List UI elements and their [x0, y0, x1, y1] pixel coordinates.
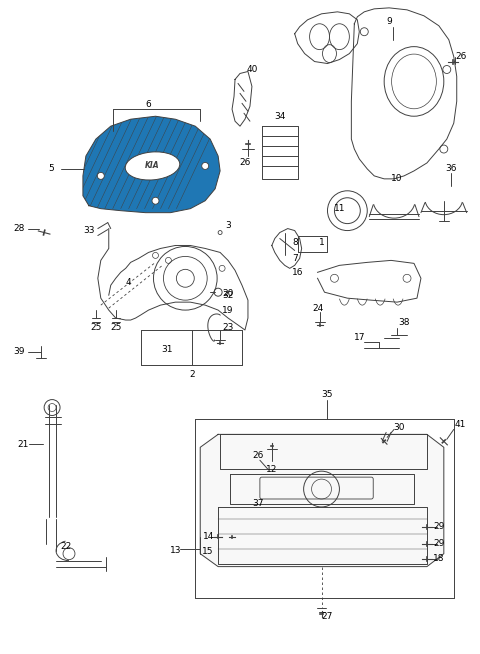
Text: 31: 31: [162, 345, 173, 354]
Text: 29: 29: [433, 540, 444, 548]
Text: 21: 21: [18, 440, 29, 449]
Text: 14: 14: [203, 532, 214, 542]
Text: 22: 22: [60, 542, 72, 551]
Text: 13: 13: [169, 546, 181, 555]
Text: 40: 40: [246, 65, 258, 74]
Text: 4: 4: [126, 278, 132, 286]
Text: 35: 35: [322, 390, 333, 399]
Text: 26: 26: [240, 158, 251, 167]
Text: 5: 5: [48, 164, 54, 173]
Text: 27: 27: [322, 611, 333, 621]
Text: 18: 18: [433, 554, 444, 563]
Text: 32: 32: [222, 290, 234, 300]
Text: 38: 38: [398, 318, 410, 326]
Text: 36: 36: [445, 164, 456, 173]
Ellipse shape: [125, 152, 180, 180]
Circle shape: [152, 198, 159, 204]
Polygon shape: [200, 434, 444, 566]
Text: 26: 26: [455, 52, 467, 61]
Text: 16: 16: [292, 268, 303, 277]
Text: 10: 10: [391, 175, 403, 183]
Text: 34: 34: [274, 112, 286, 121]
Text: 7: 7: [292, 254, 298, 263]
Text: 2: 2: [190, 370, 195, 379]
Text: 41: 41: [455, 420, 467, 429]
Circle shape: [97, 173, 104, 179]
Text: 9: 9: [386, 17, 392, 26]
Text: 20: 20: [222, 288, 234, 298]
Text: 3: 3: [225, 221, 231, 230]
Text: 15: 15: [203, 547, 214, 556]
Text: 25: 25: [110, 324, 121, 332]
Text: 17: 17: [354, 334, 365, 343]
Text: 25: 25: [90, 324, 102, 332]
Text: 29: 29: [433, 523, 444, 531]
Text: 12: 12: [266, 465, 277, 473]
Circle shape: [202, 162, 209, 169]
Text: 37: 37: [252, 500, 264, 508]
Text: 8: 8: [293, 238, 299, 247]
Text: 11: 11: [334, 204, 345, 213]
Polygon shape: [83, 116, 220, 213]
Text: 33: 33: [83, 226, 95, 235]
Text: 23: 23: [222, 324, 234, 332]
Text: 6: 6: [145, 100, 151, 109]
Text: 24: 24: [312, 303, 323, 313]
Text: 28: 28: [13, 224, 25, 233]
Text: 19: 19: [222, 305, 234, 315]
Text: 39: 39: [13, 347, 25, 356]
Text: 26: 26: [252, 451, 264, 460]
Text: 30: 30: [393, 423, 405, 432]
Text: KIA: KIA: [145, 162, 160, 171]
Text: 1: 1: [319, 238, 324, 247]
